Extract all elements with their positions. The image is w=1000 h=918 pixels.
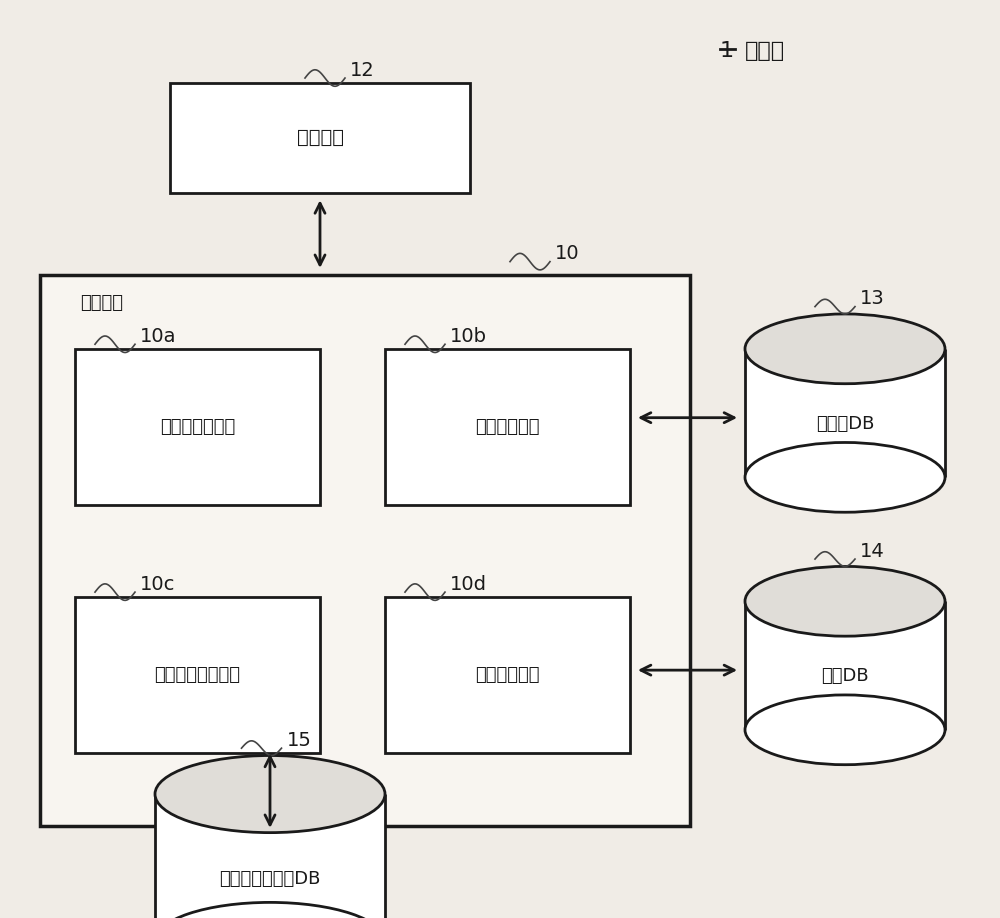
Text: 10: 10 <box>555 244 580 263</box>
Text: 通信单元: 通信单元 <box>296 129 344 147</box>
Text: 上下文DB: 上下文DB <box>816 415 874 432</box>
Text: 分数计算单元: 分数计算单元 <box>475 418 540 436</box>
Bar <box>40 275 690 826</box>
Text: 基于类别的历史DB: 基于类别的历史DB <box>219 870 321 888</box>
Text: 13: 13 <box>860 289 885 308</box>
Bar <box>75 349 320 505</box>
Text: 上下文收集单元: 上下文收集单元 <box>160 418 235 436</box>
Text: 10a: 10a <box>140 327 176 346</box>
Ellipse shape <box>155 902 385 918</box>
Text: 列表候选推荐单元: 列表候选推荐单元 <box>154 666 240 684</box>
Text: 12: 12 <box>350 61 375 80</box>
Bar <box>75 597 320 753</box>
Text: 控制单元: 控制单元 <box>80 294 123 312</box>
Text: 14: 14 <box>860 542 885 561</box>
Bar <box>385 597 630 753</box>
Text: 10c: 10c <box>140 575 175 594</box>
Bar <box>170 83 470 193</box>
Text: 1: 1 <box>720 41 734 62</box>
Ellipse shape <box>745 442 945 512</box>
Ellipse shape <box>745 314 945 384</box>
Bar <box>745 601 945 730</box>
Bar <box>155 794 385 918</box>
Text: 15: 15 <box>287 731 311 750</box>
Text: 列表制作单元: 列表制作单元 <box>475 666 540 684</box>
Ellipse shape <box>745 566 945 636</box>
Bar <box>745 349 945 477</box>
Ellipse shape <box>155 756 385 833</box>
Text: 10b: 10b <box>450 327 487 346</box>
Bar <box>385 349 630 505</box>
Text: 10d: 10d <box>450 575 487 594</box>
Text: 项盪DB: 项盪DB <box>821 667 869 685</box>
Ellipse shape <box>745 695 945 765</box>
Text: 服务器: 服务器 <box>745 41 785 62</box>
